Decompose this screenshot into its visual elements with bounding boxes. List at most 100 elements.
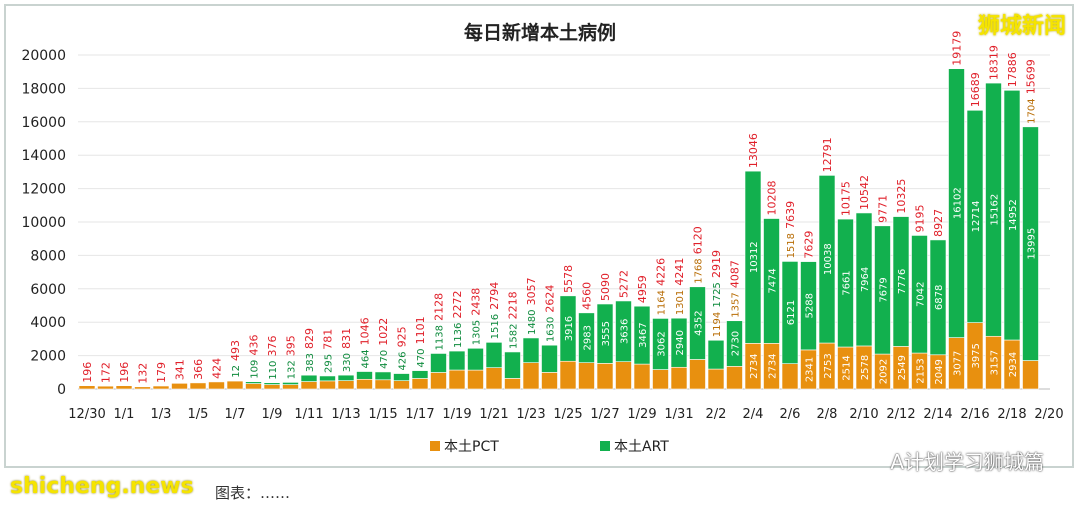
bar-art <box>800 261 817 351</box>
bar-pct <box>78 385 96 390</box>
bar-pct <box>115 385 133 390</box>
legend-label: 本土PCT <box>444 439 499 455</box>
data-label-pct: 2578 <box>860 355 871 380</box>
data-label-total: 376 <box>266 336 279 357</box>
data-label-total: 13046 <box>747 133 760 168</box>
bar-art <box>374 371 392 381</box>
data-label-art: 464 <box>361 349 372 368</box>
data-label-art: 6121 <box>786 300 797 325</box>
bar-art <box>1003 90 1021 341</box>
x-tick-label: 2/20 <box>1034 407 1063 422</box>
data-label-total: 16689 <box>969 72 982 107</box>
data-label-pct: 2341 <box>805 357 816 382</box>
data-label-art: 2730 <box>731 331 742 356</box>
bar-pct <box>615 361 632 390</box>
data-label-art: 3636 <box>620 319 631 344</box>
data-label-total: 9771 <box>877 195 890 223</box>
data-label-total: 172 <box>100 362 113 383</box>
data-label-art: 1136 <box>453 323 464 348</box>
data-label-total: 1046 <box>359 317 372 345</box>
bar-art <box>578 312 595 363</box>
data-label-pct: 2734 <box>768 353 779 378</box>
bar-pct <box>245 383 262 390</box>
data-label-art: 295 <box>324 354 335 373</box>
bar-art <box>874 225 891 355</box>
data-label-art: 383 <box>305 353 316 372</box>
data-label-art: 7679 <box>879 277 890 302</box>
x-tick-label: 2/12 <box>886 407 915 422</box>
data-label-total: 10542 <box>858 175 871 210</box>
bar-art <box>855 212 873 347</box>
x-tick-label: 1/23 <box>516 407 545 422</box>
y-tick-label: 8000 <box>30 248 66 264</box>
data-label-pct: 2514 <box>842 355 853 380</box>
data-label-art: 1725 <box>712 282 723 307</box>
data-label-art: 7964 <box>860 267 871 292</box>
bar-art <box>596 303 614 364</box>
bar-pct <box>670 366 688 390</box>
bar-pct <box>504 378 521 390</box>
data-label-art: 15162 <box>990 194 1001 226</box>
data-label-total: 2272 <box>451 290 464 318</box>
bar-art <box>522 337 540 363</box>
bar-pct <box>152 385 170 390</box>
bar-art <box>948 68 965 338</box>
data-label-total: 925 <box>396 326 409 347</box>
data-label-art: 5288 <box>805 293 816 318</box>
legend-swatch <box>430 441 440 451</box>
data-label-total: 5090 <box>599 273 612 301</box>
x-tick-label: 1/3 <box>151 407 172 422</box>
data-label-total: 2794 <box>488 282 501 310</box>
data-label-total: 1022 <box>377 318 390 346</box>
y-tick-label: 6000 <box>30 282 66 298</box>
x-tick-label: 1/5 <box>188 407 209 422</box>
bar-art <box>985 82 1002 337</box>
data-label-total: 15699 <box>1025 59 1038 94</box>
data-label-pct: 2734 <box>749 353 760 378</box>
y-tick-label: 12000 <box>21 182 66 198</box>
bar-pct <box>726 366 743 390</box>
bar-art <box>1022 126 1039 361</box>
x-tick-label: 1/17 <box>405 407 434 422</box>
bar-pct <box>319 380 336 390</box>
x-tick-label: 2/6 <box>780 407 801 422</box>
bar-art <box>837 218 854 348</box>
data-label-art: 110 <box>268 361 279 380</box>
legend-swatch <box>600 441 610 451</box>
data-label-art: 13995 <box>1027 228 1038 260</box>
bar-art <box>892 216 910 347</box>
bar-pct <box>208 381 225 390</box>
bar-art <box>726 320 743 367</box>
bar-art <box>781 261 799 364</box>
data-label-total: 781 <box>322 329 335 350</box>
bar-art <box>356 371 373 380</box>
data-label-pct: 2934 <box>1008 352 1019 377</box>
bar-art <box>763 218 780 344</box>
bar-pct <box>226 380 244 390</box>
data-label-total: 6120 <box>692 226 705 254</box>
bar-art <box>467 347 484 371</box>
data-label-total: 18319 <box>988 45 1001 80</box>
data-label-art: 14952 <box>1008 199 1019 231</box>
x-tick-label: 1/27 <box>590 407 619 422</box>
bar-art <box>245 381 262 384</box>
data-label-art: 426 <box>398 351 409 370</box>
y-tick-label: 0 <box>57 382 66 398</box>
x-tick-label: 1/21 <box>479 407 508 422</box>
data-label-art: 4352 <box>694 310 705 335</box>
data-label-total: 2218 <box>507 291 520 319</box>
data-label-total: 493 <box>229 340 242 361</box>
bar-pct <box>263 384 281 390</box>
data-label-total: 196 <box>118 362 131 383</box>
bar-pct <box>97 385 114 390</box>
bar-art <box>744 170 762 344</box>
data-label-pct: 1194 <box>712 312 723 337</box>
data-label-art: 3062 <box>657 331 668 356</box>
data-label-total: 10325 <box>895 179 908 214</box>
x-tick-label: 2/4 <box>743 407 764 422</box>
data-label-total: 2438 <box>470 288 483 316</box>
data-label-total: 2624 <box>544 285 557 313</box>
data-label-total: 9195 <box>914 204 927 232</box>
data-label-art: 10038 <box>823 243 834 275</box>
